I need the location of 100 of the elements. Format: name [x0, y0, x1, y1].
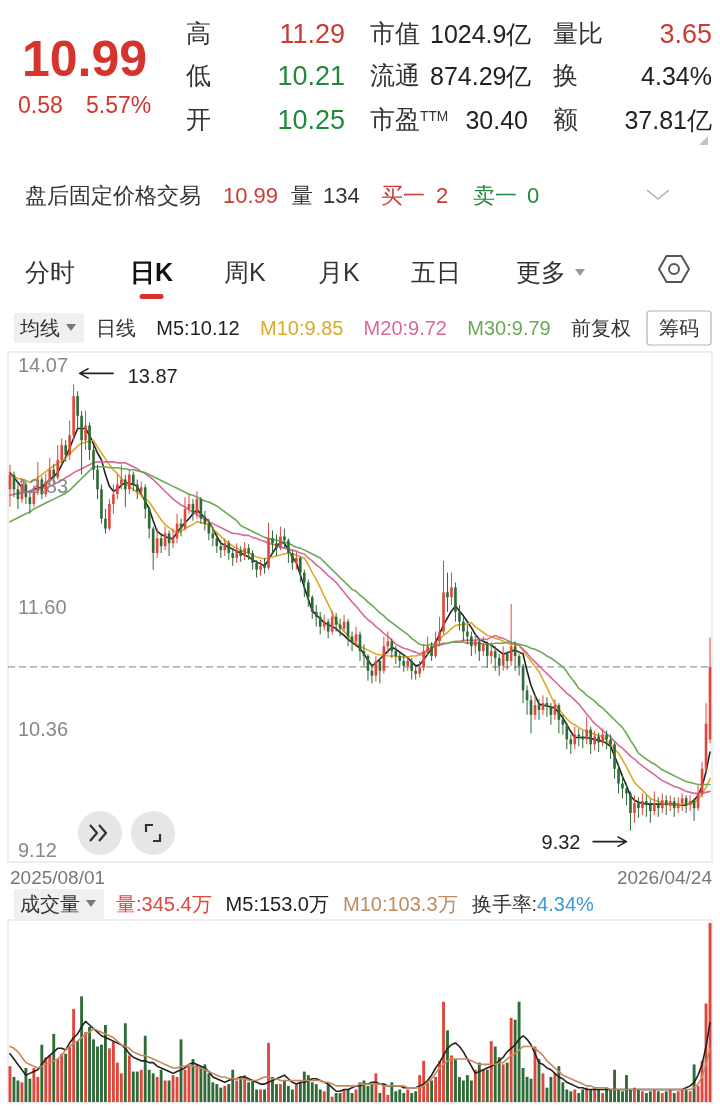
candlestick [112, 483, 115, 515]
text: 五日 [411, 258, 461, 286]
bar [406, 1089, 410, 1102]
candlestick [573, 726, 577, 750]
bar [322, 1091, 326, 1102]
bar [72, 1008, 76, 1102]
bar [326, 1084, 330, 1102]
text: 高 [186, 19, 211, 47]
candlestick [493, 645, 497, 672]
candlestick [291, 549, 294, 571]
annotation: 13.87 [127, 365, 178, 388]
text: 日线 [96, 317, 136, 339]
annotation: 9.32 [541, 830, 581, 853]
candlestick [446, 572, 449, 613]
bar [215, 1084, 219, 1102]
candlestick [426, 635, 429, 657]
candlestick [60, 437, 64, 466]
text: 换手率: [471, 893, 538, 915]
text: 流通 [370, 61, 420, 89]
text: 换 [553, 61, 578, 89]
bar [338, 1093, 342, 1102]
text: 买一 [381, 183, 425, 208]
candlestick [633, 794, 636, 824]
candlestick [637, 796, 640, 819]
text: M5:153.0万 [225, 893, 329, 915]
bar [597, 1089, 601, 1102]
candlestick [251, 549, 254, 571]
candlestick [56, 444, 60, 480]
candlestick [124, 474, 127, 508]
bar [640, 1091, 644, 1102]
bar [477, 1062, 481, 1102]
bar [302, 1071, 306, 1102]
candlestick [92, 444, 95, 480]
bar [585, 1087, 589, 1102]
bar [40, 1044, 44, 1102]
candlestick [279, 526, 282, 551]
candlestick [434, 631, 437, 659]
bar [493, 1046, 497, 1102]
candlestick [275, 533, 278, 557]
candlestick [147, 506, 151, 539]
bar [633, 1087, 636, 1102]
candlestick [593, 730, 596, 751]
bar [688, 1091, 692, 1102]
bar [219, 1087, 223, 1102]
candlestick [629, 790, 632, 832]
bar [422, 1060, 426, 1102]
text: 30.40 [465, 106, 528, 134]
text: 月K [318, 258, 360, 286]
bar [151, 1073, 155, 1102]
candlestick [314, 604, 318, 628]
text: 11.29 [279, 19, 345, 49]
bar [155, 1076, 159, 1102]
bar [20, 1082, 24, 1102]
bar [135, 1071, 139, 1102]
bar [664, 1091, 668, 1102]
text: M10:103.3万 [343, 893, 458, 915]
bar [509, 1017, 513, 1102]
candlestick [470, 631, 473, 657]
candlestick [283, 528, 286, 549]
text: 37.81亿 [624, 106, 712, 134]
candlestick [135, 479, 139, 500]
bar [501, 1064, 505, 1102]
text: 10.99 [223, 183, 279, 208]
bar [330, 1096, 334, 1102]
candlestick [422, 643, 425, 672]
bar [294, 1084, 298, 1102]
candlestick [458, 604, 461, 632]
bar [223, 1085, 227, 1102]
text: 10.99 [22, 31, 148, 87]
bar [139, 1069, 143, 1102]
bar [569, 1091, 573, 1102]
candlestick [303, 569, 306, 598]
candlestick [656, 796, 660, 818]
candlestick [625, 783, 628, 806]
bar [473, 1069, 477, 1102]
bar [334, 1093, 338, 1102]
bar [644, 1093, 648, 1102]
bar [485, 1069, 489, 1102]
bar [672, 1093, 676, 1102]
candlestick [128, 469, 131, 495]
bar [446, 1030, 449, 1102]
y-tick-label: 11.60 [18, 596, 67, 618]
bar [465, 1075, 469, 1102]
candlestick [271, 530, 274, 554]
y-tick-label: 9.12 [18, 839, 57, 862]
candlestick [478, 637, 481, 662]
y-tick-label: 14.07 [18, 353, 69, 376]
text: 3.65 [659, 19, 712, 49]
bar [581, 1089, 585, 1102]
bar [648, 1091, 652, 1102]
candlestick [589, 726, 592, 755]
bar [111, 1041, 115, 1102]
candlestick [450, 572, 453, 606]
text: 周K [224, 258, 266, 286]
bar [505, 1062, 509, 1102]
candlestick [660, 792, 664, 814]
text: 1024.9亿 [430, 20, 532, 48]
candlestick [672, 796, 676, 818]
bar [676, 1091, 680, 1102]
bar [24, 1067, 28, 1102]
